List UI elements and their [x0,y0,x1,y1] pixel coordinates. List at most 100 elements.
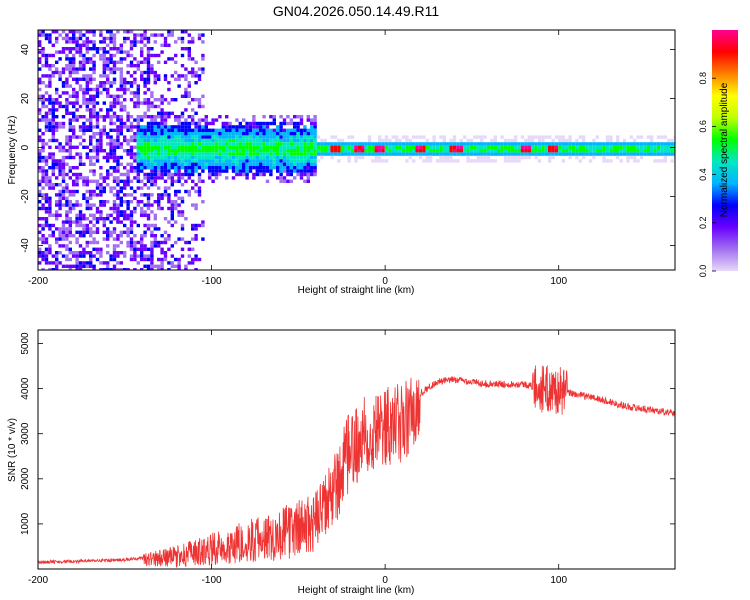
spectrogram-cell [218,162,222,166]
spectrogram-cell [112,67,117,71]
spectrogram-cell [480,155,484,160]
spectrogram-cell [146,217,151,221]
spectrogram-cell [330,135,334,139]
spectrogram-cell [126,111,130,115]
spectrogram-cell [408,138,412,143]
spectrogram-cell [82,125,86,129]
spectrogram-cell [48,101,52,105]
spectrogram-cell [517,159,521,163]
spectrogram-cell [174,70,178,75]
spectrogram-cell [129,135,134,139]
spectrogram-cell [85,145,89,149]
spectrogram-cell [225,166,229,170]
spectrogram-cell [68,152,72,156]
spectrogram-cell [296,169,300,173]
spectrogram-cell [143,213,147,217]
spectrogram-cell [58,193,62,197]
spectrogram-cell [660,135,664,139]
spectrogram-cell [48,223,52,228]
spectrogram-cell [500,145,504,149]
spectrogram-cell [116,217,120,221]
spectrogram-cell [61,104,66,109]
spectrogram-cell [55,213,59,217]
spectrogram-cell [55,145,59,149]
spectrogram-cell [316,145,321,149]
spectrogram-cell [68,135,72,139]
spectrogram-cell [378,155,382,160]
spectrogram-cell [44,64,49,68]
spectrogram-cell [150,244,154,248]
spectrogram-cell [231,162,236,166]
spectrogram-cell [340,138,344,143]
spectrogram-cell [170,264,174,268]
spectrogram-cell [561,138,565,143]
spectrogram-cell [146,254,151,258]
spectrogram-cell [126,70,130,75]
spectrogram-cell [44,193,49,197]
spectrogram-cell [184,118,188,122]
spectrogram-cell [262,132,266,136]
spectrogram-cell [514,149,518,153]
spectrogram-cell [225,138,229,143]
spectrogram-cell [197,125,202,129]
spectrogram-cell [514,138,518,143]
spectrogram-cell [177,145,181,149]
spectrogram-cell [89,135,93,139]
spectrogram-cell [208,152,212,156]
spectrogram-cell [102,101,106,105]
spectrogram-cell [435,149,440,153]
spectrogram-cell [279,176,283,180]
spectrogram-cell [157,244,161,248]
spectrogram-cell [442,155,446,160]
spectrogram-cell [65,257,69,262]
spectrogram-cell [184,172,188,177]
spectrogram-cell [38,81,42,85]
spectrogram-cell [449,159,453,163]
spectrogram-cell [265,159,270,163]
spectrogram-cell [146,145,151,149]
spectrogram-cell [442,142,446,146]
spectrogram-cell [78,87,83,92]
spectrogram-cell [136,98,140,102]
spectrogram-cell [174,179,178,183]
spectrogram-cell [483,135,487,139]
spectrogram-cell [238,162,242,166]
spectrogram-cell [72,33,76,37]
spectrogram-cell [242,172,246,177]
spectrogram-cell [82,217,86,221]
spectrogram-cell [102,149,106,153]
spectrogram-cell [163,43,168,47]
spectrogram-cell [170,176,174,180]
spectrogram-cell [218,169,222,173]
spectrogram-cell [259,152,263,156]
spectrogram-cell [153,104,157,109]
spectrogram-cell [95,183,100,187]
spectrogram-cell [112,98,117,102]
spectrogram-cell [289,169,293,173]
spectrogram-cell [187,40,191,44]
spectrogram-cell [228,128,232,132]
spectrogram-cell [143,33,147,37]
spectrogram-cell [194,81,198,85]
spectrogram-cell [184,74,188,78]
spectrogram-cell [157,145,161,149]
spectrogram-cell [211,121,215,126]
spectrogram-cell [255,169,259,173]
spectrogram-cell [483,149,487,153]
spectrogram-cell [262,145,266,149]
spectrogram-cell [55,203,59,207]
spectrogram-cell [119,213,123,217]
spectrogram-cell [82,145,86,149]
spectrogram-cell [68,257,72,262]
spectrogram-cell [140,135,144,139]
spectrogram-cell [65,111,69,115]
spectrogram-cell [153,169,157,173]
spectrogram-cell [221,166,225,170]
spectrogram-cell [374,149,378,153]
spectrogram-cell [65,200,69,204]
spectrogram-cell [582,149,586,153]
spectrogram-cell [150,115,154,119]
spectrogram-cell [153,138,157,143]
spectrogram-cell [99,210,103,214]
